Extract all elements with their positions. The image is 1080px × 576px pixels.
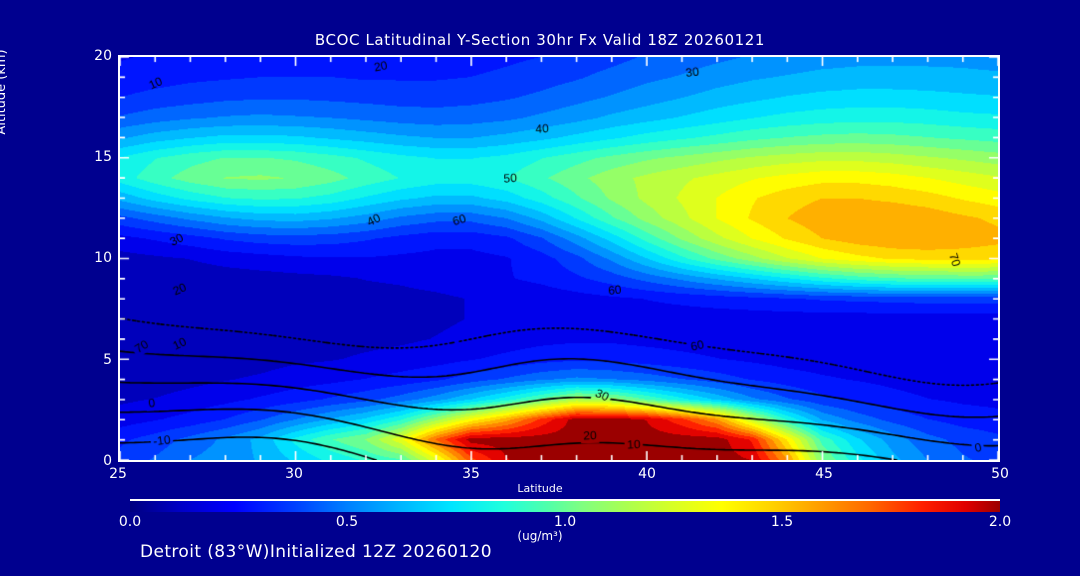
colorbar-tick-3: 1.5	[770, 514, 794, 530]
x-tick-25: 25	[109, 466, 127, 482]
y-tick-5: 5	[103, 352, 112, 368]
chart-title: BCOC Latitudinal Y-Section 30hr Fx Valid…	[314, 31, 766, 49]
y-tick-15: 15	[94, 149, 112, 165]
y-axis-label: Altitude (km)	[0, 49, 9, 135]
x-tick-45: 45	[815, 466, 833, 482]
figure-caption: Detroit (83°W)Initialized 12Z 20260120	[140, 542, 492, 562]
x-tick-30: 30	[285, 466, 303, 482]
colorbar-gradient	[130, 499, 1000, 512]
colorbar-tick-2: 1.0	[553, 514, 577, 530]
colorbar-tick-1: 0.5	[335, 514, 359, 530]
cross-section-plot	[118, 55, 1000, 462]
x-tick-40: 40	[638, 466, 656, 482]
colorbar-unit-label: (ug/m³)	[517, 529, 563, 543]
axis-tick-canvas	[120, 57, 998, 460]
y-tick-20: 20	[94, 48, 112, 64]
colorbar-tick-0: 0.0	[118, 514, 142, 530]
x-tick-50: 50	[991, 466, 1009, 482]
x-tick-35: 35	[462, 466, 480, 482]
x-axis-label: Latitude	[517, 482, 563, 495]
colorbar-tick-4: 2.0	[988, 514, 1012, 530]
y-tick-10: 10	[94, 250, 112, 266]
y-tick-0: 0	[103, 453, 112, 469]
colorbar	[130, 499, 1000, 512]
